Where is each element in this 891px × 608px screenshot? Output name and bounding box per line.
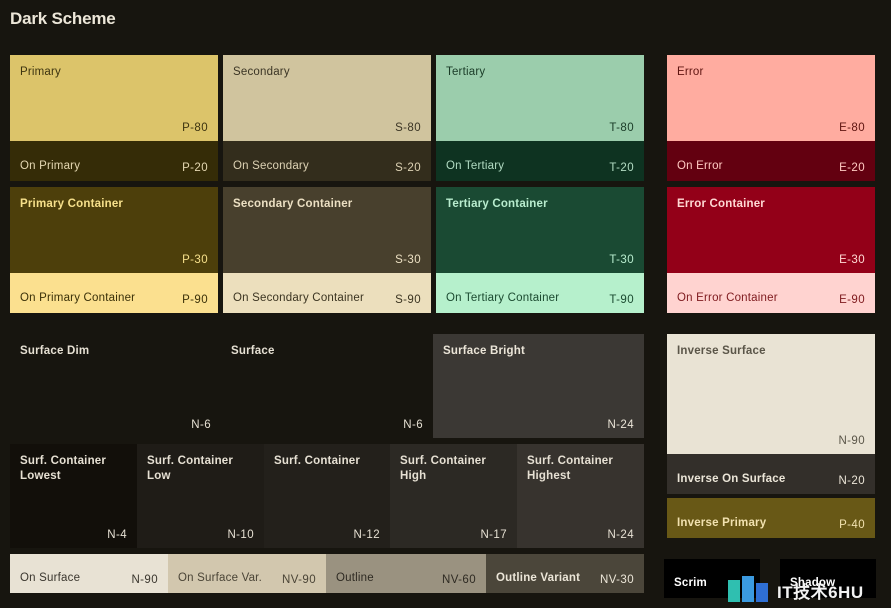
- swatch-secondary[interactable]: Secondary S-80: [223, 55, 431, 141]
- swatch-inverse-on-surface[interactable]: Inverse On Surface N-20: [667, 454, 875, 494]
- swatch-tone: N-20: [838, 475, 865, 487]
- swatch-tone: N-4: [107, 529, 127, 541]
- swatch-tone: P-20: [182, 162, 208, 174]
- swatch-outline-variant[interactable]: Outline Variant NV-30: [486, 554, 644, 593]
- swatch-tone: T-20: [609, 162, 634, 174]
- swatch-name: Inverse Primary: [677, 517, 767, 529]
- swatch-inverse-surface[interactable]: Inverse Surface N-90: [667, 334, 875, 454]
- swatch-tone: N-24: [607, 419, 634, 431]
- swatch-tone: N-17: [480, 529, 507, 541]
- swatch-tertiary-container[interactable]: Tertiary Container T-30: [436, 187, 644, 273]
- swatch-inverse-primary[interactable]: Inverse Primary P-40: [667, 498, 875, 538]
- swatch-name: Surf. Container High: [400, 455, 487, 482]
- swatch-on-surface[interactable]: On Surface N-90: [10, 554, 168, 593]
- swatch-name: On Error: [677, 160, 723, 172]
- swatch-surface-dim[interactable]: Surface Dim N-6: [10, 334, 221, 438]
- swatch-name: Surf. Container: [274, 455, 361, 467]
- swatch-tertiary[interactable]: Tertiary T-80: [436, 55, 644, 141]
- swatch-name: On Secondary: [233, 160, 309, 172]
- swatch-name: Surface Dim: [20, 345, 90, 357]
- swatch-name: Outline: [336, 572, 374, 584]
- swatch-tone: P-30: [182, 254, 208, 266]
- watermark-text: IT技术6HU: [777, 583, 864, 602]
- swatch-tone: E-80: [839, 122, 865, 134]
- swatch-tone: N-24: [607, 529, 634, 541]
- swatch-error-container[interactable]: Error Container E-30: [667, 187, 875, 273]
- swatch-name: Primary: [20, 66, 62, 78]
- swatch-tone: N-12: [353, 529, 380, 541]
- swatch-name: Inverse Surface: [677, 345, 766, 357]
- swatch-tone: E-30: [839, 254, 865, 266]
- swatch-name: Secondary Container: [233, 198, 353, 210]
- swatch-surf-container[interactable]: Surf. Container N-12: [264, 444, 390, 548]
- swatch-name: Surf. Container Lowest: [20, 455, 107, 482]
- swatch-name: Error: [677, 66, 704, 78]
- swatch-on-secondary[interactable]: On Secondary S-20: [223, 141, 431, 181]
- swatch-tone: S-90: [395, 294, 421, 306]
- swatch-name: On Tertiary: [446, 160, 505, 172]
- swatch-name: Tertiary: [446, 66, 486, 78]
- swatch-name: Surf. Container Highest: [527, 455, 614, 482]
- swatch-tone: N-10: [227, 529, 254, 541]
- swatch-name: Scrim: [674, 577, 707, 589]
- swatch-name: On Surface Var.: [178, 572, 262, 584]
- swatch-tone: T-90: [609, 294, 634, 306]
- swatch-error[interactable]: Error E-80: [667, 55, 875, 141]
- swatch-surf-container-highest[interactable]: Surf. Container Highest N-24: [517, 444, 644, 548]
- swatch-name: Surface: [231, 345, 275, 357]
- swatch-tone: N-90: [131, 574, 158, 586]
- swatch-tone: T-80: [609, 122, 634, 134]
- swatch-tone: N-6: [403, 419, 423, 431]
- swatch-surface[interactable]: Surface N-6: [221, 334, 433, 438]
- swatch-tone: N-6: [191, 419, 211, 431]
- swatch-secondary-container[interactable]: Secondary Container S-30: [223, 187, 431, 273]
- swatch-on-error[interactable]: On Error E-20: [667, 141, 875, 181]
- swatch-name: Error Container: [677, 198, 765, 210]
- swatch-name: On Primary: [20, 160, 81, 172]
- swatch-tone: E-20: [839, 162, 865, 174]
- swatch-tone: NV-60: [442, 574, 476, 586]
- swatch-shadow[interactable]: Shadow: [780, 559, 876, 598]
- swatch-on-surface-variant[interactable]: On Surface Var. NV-90: [168, 554, 326, 593]
- swatch-tone: N-90: [838, 435, 865, 447]
- swatch-name: On Tertiary Container: [446, 292, 560, 304]
- swatch-on-secondary-container[interactable]: On Secondary Container S-90: [223, 273, 431, 313]
- swatch-tone: S-30: [395, 254, 421, 266]
- swatch-name: Inverse On Surface: [677, 473, 786, 485]
- swatch-name: Shadow: [790, 577, 836, 589]
- swatch-on-error-container[interactable]: On Error Container E-90: [667, 273, 875, 313]
- watermark-logo-icon: [728, 576, 768, 602]
- swatch-on-primary[interactable]: On Primary P-20: [10, 141, 218, 181]
- swatch-tone: T-30: [609, 254, 634, 266]
- swatch-tone: P-80: [182, 122, 208, 134]
- swatch-on-primary-container[interactable]: On Primary Container P-90: [10, 273, 218, 313]
- swatch-outline[interactable]: Outline NV-60: [326, 554, 486, 593]
- swatch-name: Tertiary Container: [446, 198, 548, 210]
- swatch-tone: P-40: [839, 519, 865, 531]
- swatch-tone: NV-30: [600, 574, 634, 586]
- page-title: Dark Scheme: [10, 9, 116, 28]
- swatch-name: On Primary Container: [20, 292, 136, 304]
- swatch-on-tertiary[interactable]: On Tertiary T-20: [436, 141, 644, 181]
- swatch-surf-container-lowest[interactable]: Surf. Container Lowest N-4: [10, 444, 137, 548]
- swatch-surface-bright[interactable]: Surface Bright N-24: [433, 334, 644, 438]
- swatch-name: Primary Container: [20, 198, 124, 210]
- swatch-tone: S-20: [395, 162, 421, 174]
- swatch-surf-container-high[interactable]: Surf. Container High N-17: [390, 444, 517, 548]
- swatch-primary[interactable]: Primary P-80: [10, 55, 218, 141]
- swatch-tone: NV-90: [282, 574, 316, 586]
- swatch-name: Outline Variant: [496, 572, 581, 584]
- swatch-name: Surf. Container Low: [147, 455, 234, 482]
- swatch-on-tertiary-container[interactable]: On Tertiary Container T-90: [436, 273, 644, 313]
- swatch-name: On Surface: [20, 572, 81, 584]
- swatch-name: On Error Container: [677, 292, 778, 304]
- swatch-tone: E-90: [839, 294, 865, 306]
- swatch-primary-container[interactable]: Primary Container P-30: [10, 187, 218, 273]
- swatch-tone: S-80: [395, 122, 421, 134]
- swatch-name: Surface Bright: [443, 345, 526, 357]
- swatch-surf-container-low[interactable]: Surf. Container Low N-10: [137, 444, 264, 548]
- swatch-name: On Secondary Container: [233, 292, 364, 304]
- swatch-tone: P-90: [182, 294, 208, 306]
- swatch-name: Secondary: [233, 66, 290, 78]
